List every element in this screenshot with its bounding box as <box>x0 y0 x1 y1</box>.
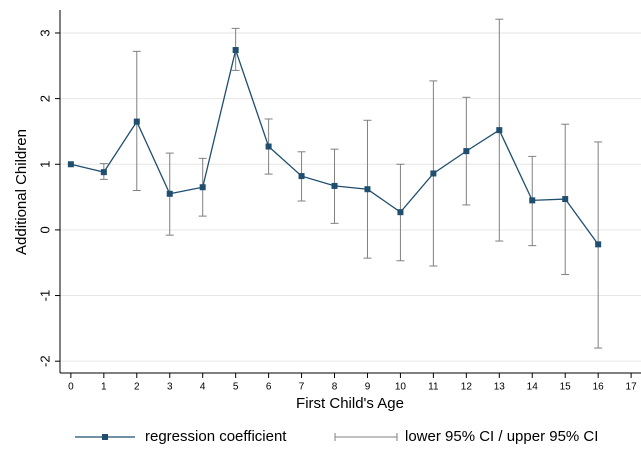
x-tick-label: 16 <box>593 382 605 393</box>
legend-label: regression coefficient <box>145 428 287 445</box>
point <box>529 197 536 204</box>
y-tick-label: 1 <box>37 161 52 168</box>
y-tick-label: -1 <box>37 290 52 302</box>
point <box>430 170 437 177</box>
x-tick-label: 17 <box>626 382 638 393</box>
y-tick-label: 0 <box>37 226 52 233</box>
point <box>265 143 272 150</box>
point <box>364 186 371 193</box>
x-tick-label: 0 <box>68 382 74 393</box>
point <box>463 148 470 155</box>
x-tick-label: 6 <box>266 382 272 393</box>
y-tick-label: -2 <box>37 355 52 367</box>
x-tick-label: 4 <box>200 382 206 393</box>
x-tick-label: 1 <box>101 382 107 393</box>
point <box>133 118 140 125</box>
point <box>298 173 305 180</box>
x-tick-label: 10 <box>395 382 407 393</box>
legend-symbol <box>102 434 108 440</box>
point <box>166 190 173 197</box>
y-axis-label: Additional Children <box>13 129 30 255</box>
point <box>496 127 503 134</box>
point <box>232 47 239 54</box>
x-tick-label: 3 <box>167 382 173 393</box>
point <box>199 184 206 191</box>
x-tick-label: 8 <box>332 382 338 393</box>
x-tick-label: 12 <box>461 382 473 393</box>
y-tick-label: 3 <box>37 29 52 36</box>
x-axis-label: First Child's Age <box>296 395 404 412</box>
point <box>595 241 602 248</box>
x-tick-label: 14 <box>527 382 539 393</box>
y-tick-label: 2 <box>37 95 52 102</box>
x-tick-label: 13 <box>494 382 506 393</box>
legend-label: lower 95% CI / upper 95% CI <box>405 428 598 445</box>
point <box>100 169 107 176</box>
x-tick-label: 11 <box>428 382 439 393</box>
x-tick-label: 2 <box>134 382 140 393</box>
x-tick-label: 5 <box>233 382 239 393</box>
point <box>67 161 74 168</box>
point <box>562 196 569 203</box>
x-tick-label: 9 <box>365 382 371 393</box>
point <box>397 209 404 216</box>
x-tick-label: 15 <box>560 382 572 393</box>
x-tick-label: 7 <box>299 382 305 393</box>
point <box>331 182 338 189</box>
